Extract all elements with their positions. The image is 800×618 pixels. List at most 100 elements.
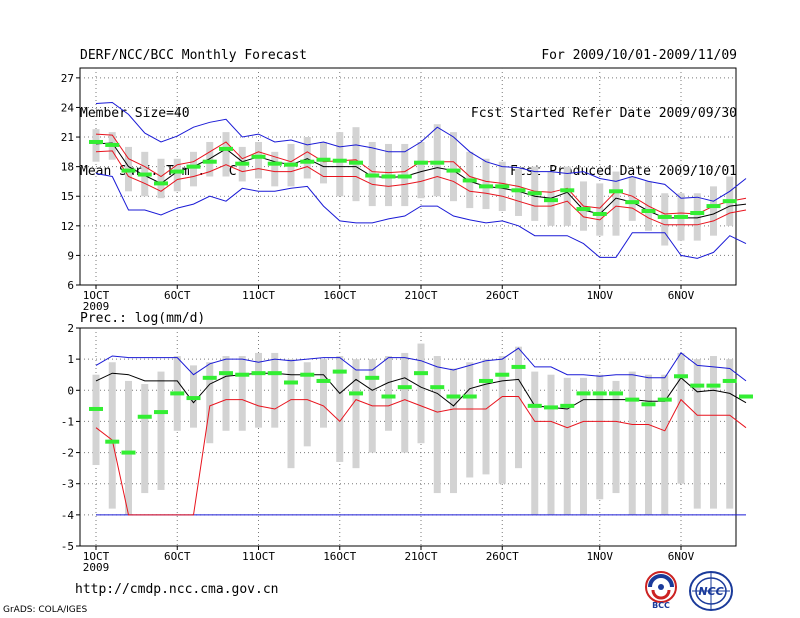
- ensemble-box: [287, 359, 295, 469]
- y-tick-label: 27: [61, 72, 74, 85]
- footer-url: http://cmdp.ncc.cma.gov.cn: [75, 582, 279, 597]
- median-marker: [446, 168, 461, 173]
- ensemble-box: [206, 362, 214, 444]
- x-tick-sublabel: 2009: [83, 300, 110, 313]
- x-tick-sublabel: 2009: [83, 561, 110, 574]
- median-marker: [105, 142, 120, 147]
- median-marker: [365, 375, 380, 380]
- ensemble-box: [157, 371, 165, 490]
- median-marker: [316, 157, 331, 162]
- median-marker: [300, 372, 315, 377]
- median-marker: [560, 188, 575, 193]
- y-tick-label: -5: [61, 540, 74, 553]
- median-marker: [154, 181, 168, 186]
- median-marker: [219, 371, 233, 376]
- median-marker: [592, 391, 607, 396]
- ncc-logo-text: NCC: [698, 585, 723, 598]
- y-tick-label: 1: [67, 353, 74, 366]
- ensemble-box: [417, 343, 425, 444]
- median-marker: [527, 403, 542, 408]
- ensemble-box: [677, 352, 685, 484]
- median-marker: [576, 391, 591, 396]
- median-marker: [267, 161, 282, 166]
- ensemble-box: [303, 362, 311, 447]
- x-tick-label: 21OCT: [404, 550, 437, 563]
- ensemble-box: [498, 356, 506, 484]
- median-marker: [722, 378, 737, 383]
- median-marker: [251, 154, 266, 159]
- median-marker: [495, 372, 510, 377]
- y-tick-label: -3: [61, 478, 74, 491]
- median-marker: [527, 191, 542, 196]
- ensemble-box: [547, 374, 555, 515]
- panel-title: Prec.: log(mm/d): [80, 311, 205, 326]
- median-marker: [332, 158, 347, 163]
- y-tick-label: 6: [67, 279, 74, 292]
- ensemble-box: [596, 374, 604, 500]
- median-marker: [690, 210, 705, 215]
- ensemble-box: [271, 352, 279, 428]
- median-marker: [462, 178, 477, 183]
- ensemble-box: [612, 380, 620, 494]
- ensemble-box: [108, 362, 116, 509]
- median-marker: [105, 439, 120, 444]
- ensemble-box: [92, 129, 100, 162]
- median-marker: [137, 414, 152, 419]
- median-marker: [219, 146, 233, 151]
- median-marker: [186, 396, 201, 401]
- ensemble-box: [563, 166, 571, 226]
- median-marker: [202, 375, 217, 380]
- median-marker: [284, 162, 298, 167]
- x-tick-label: 1OCT: [83, 289, 110, 302]
- y-tick-label: 12: [61, 220, 74, 233]
- ensemble-box: [466, 362, 474, 478]
- y-tick-label: 15: [61, 190, 74, 203]
- median-marker: [690, 383, 705, 388]
- y-tick-label: 18: [61, 161, 74, 174]
- ensemble-box: [320, 141, 327, 184]
- chart-panel-1: 6 9 12 15 18 21 24 27 1OCT 6OCT 11OCT 16OCT 21OCT 26O…: [61, 67, 747, 313]
- ensemble-box: [710, 186, 717, 236]
- bcc-logo-icon: BCC: [645, 571, 677, 610]
- plot-frame: [79, 327, 737, 547]
- ensemble-box: [417, 141, 425, 199]
- median-marker: [121, 168, 136, 173]
- x-tick-label: 11OCT: [242, 289, 275, 302]
- median-marker: [397, 385, 412, 390]
- ensemble-box: [596, 183, 604, 236]
- ensemble-box: [222, 356, 230, 431]
- ensemble-box: [726, 359, 734, 509]
- median-marker: [381, 394, 396, 399]
- ensemble-box: [450, 368, 457, 494]
- ensemble-box: [482, 359, 490, 475]
- ensemble-box: [531, 371, 539, 515]
- ensemble-box: [580, 377, 587, 515]
- median-marker: [544, 198, 558, 203]
- median-marker: [414, 371, 428, 376]
- ensemble-box: [628, 176, 636, 221]
- ensemble-box: [450, 132, 457, 202]
- median-marker: [170, 391, 185, 396]
- median-marker: [674, 374, 688, 379]
- header-title: DERF/NCC/BCC Monthly Forecast: [80, 48, 307, 63]
- grads-credit: GrADS: COLA/IGES: [3, 605, 88, 615]
- y-tick-label: -2: [61, 447, 74, 460]
- x-tick-label: 26OCT: [486, 550, 519, 563]
- x-tick-label: 16OCT: [323, 289, 356, 302]
- ensemble-box: [336, 132, 344, 197]
- median-marker: [657, 397, 672, 402]
- median-marker: [365, 173, 380, 178]
- ensemble-box: [563, 377, 571, 515]
- outer-upper-line: [95, 101, 747, 202]
- median-marker: [722, 199, 737, 204]
- median-marker: [300, 159, 315, 164]
- outer-upper-line: [95, 347, 747, 382]
- ensemble-box: [303, 137, 311, 179]
- x-tick-label: 1NOV: [587, 289, 614, 302]
- median-marker: [576, 207, 591, 212]
- ensemble-box: [271, 151, 279, 187]
- median-marker: [381, 174, 396, 179]
- median-marker: [479, 378, 493, 383]
- median-marker: [89, 139, 103, 144]
